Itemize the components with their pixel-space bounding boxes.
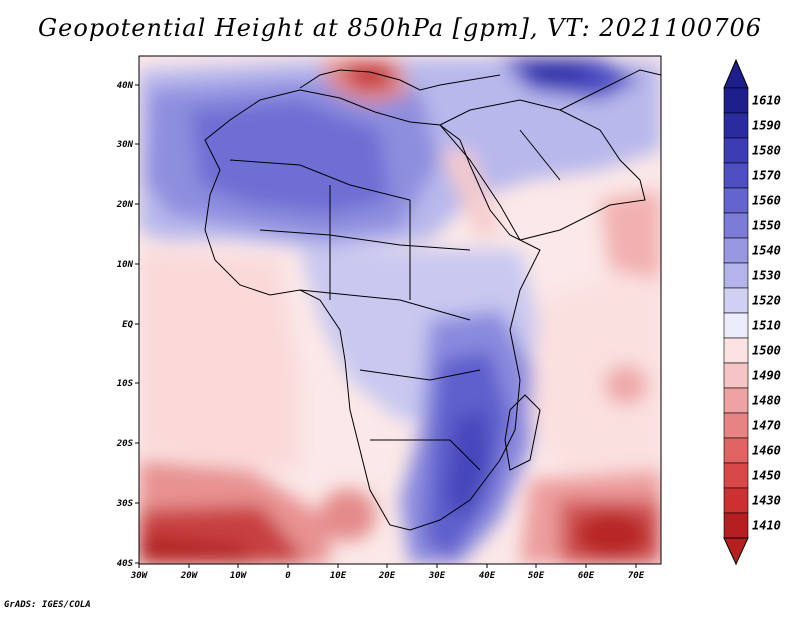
lon-label: 60E <box>578 571 595 581</box>
colorbar-label: 1470 <box>752 419 781 433</box>
lon-label: 20E <box>378 571 396 581</box>
lon-label: 70E <box>628 571 645 581</box>
map-frame <box>138 55 662 565</box>
colorbar-cell <box>723 337 749 364</box>
colorbar-cell <box>723 512 749 539</box>
colorbar-cell <box>723 237 749 264</box>
colorbar-cell <box>723 212 749 239</box>
lon-label: 10E <box>330 571 347 581</box>
lat-label: 10S <box>117 379 134 389</box>
colorbar-cell <box>723 312 749 339</box>
colorbar-cell <box>723 137 749 164</box>
colorbar-label: 1480 <box>752 394 781 408</box>
colorbar-label: 1450 <box>752 469 781 483</box>
colorbar-label: 1530 <box>752 269 781 283</box>
lon-label: 30E <box>428 571 446 581</box>
colorbar-cell <box>723 262 749 289</box>
colorbar-cell <box>723 162 749 189</box>
colorbar-label: 1520 <box>752 294 781 308</box>
colorbar-label: 1550 <box>752 219 781 233</box>
colorbar-label: 1430 <box>752 494 781 508</box>
colorbar-bottom-arrow <box>723 537 749 566</box>
colorbar-cell <box>723 487 749 514</box>
colorbar-cell <box>723 412 749 439</box>
colorbar-label: 1570 <box>752 169 781 183</box>
colorbar-cell <box>723 437 749 464</box>
lat-label: 10N <box>117 260 134 270</box>
lon-label: 0 <box>285 571 291 581</box>
lon-label: 40E <box>479 571 496 581</box>
lon-label: 50E <box>528 571 545 581</box>
colorbar-label: 1590 <box>752 119 781 133</box>
colorbar-cell <box>723 462 749 489</box>
lon-label: 20W <box>180 571 199 581</box>
map-title: Geopotential Height at 850hPa [gpm], VT:… <box>38 14 762 42</box>
credit-text: GrADS: IGES/COLA <box>4 600 91 610</box>
colorbar: 1610 1590 1580 1570 1560 1550 1540 1530 1520 1510… <box>723 58 781 566</box>
colorbar-cell <box>723 287 749 314</box>
colorbar-label: 1540 <box>752 244 781 258</box>
lat-label: 40S <box>117 559 134 569</box>
colorbar-label: 1580 <box>752 144 781 158</box>
colorbar-cell <box>723 387 749 414</box>
colorbar-label: 1410 <box>752 519 781 533</box>
colorbar-label: 1460 <box>752 444 781 458</box>
lat-label: 40N <box>117 81 134 91</box>
colorbar-cell <box>723 112 749 139</box>
colorbar-cell <box>723 187 749 214</box>
lat-label: 20S <box>116 439 134 449</box>
lat-label: 30S <box>116 499 134 509</box>
colorbar-top-arrow <box>723 58 749 89</box>
latitude-axis <box>135 84 139 564</box>
colorbar-label: 1610 <box>752 94 781 108</box>
colorbar-label: 1500 <box>752 344 781 358</box>
height-field <box>139 56 661 564</box>
colorbar-cell <box>723 362 749 389</box>
colorbar-label: 1490 <box>752 369 781 383</box>
lon-label: 30W <box>130 571 149 581</box>
colorbar-cell <box>723 87 749 114</box>
colorbar-label: 1560 <box>752 194 781 208</box>
lat-label: EQ <box>122 320 133 330</box>
longitude-axis <box>138 564 637 568</box>
lat-label: 30N <box>116 140 134 150</box>
lat-label: 20N <box>116 200 134 210</box>
colorbar-label: 1510 <box>752 319 781 333</box>
lon-label: 10W <box>230 571 248 581</box>
